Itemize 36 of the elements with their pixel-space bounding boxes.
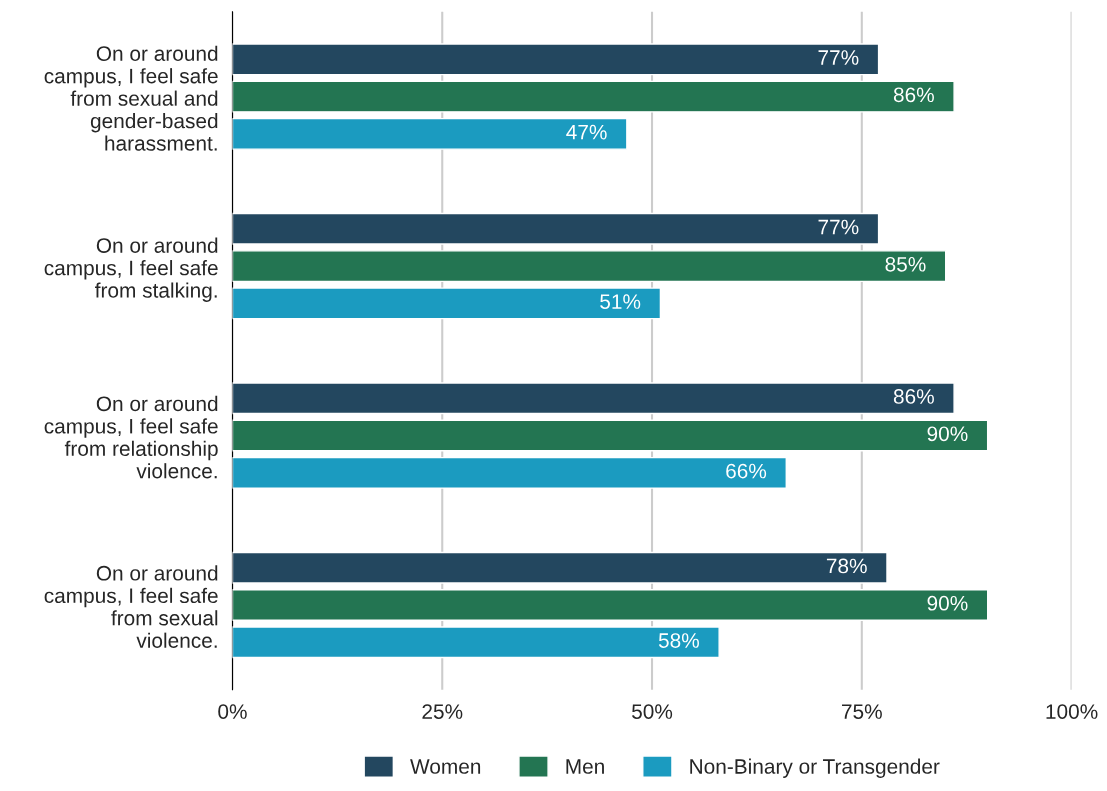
x-tick-label: 100% (1046, 704, 1098, 719)
bar (232, 382, 955, 415)
data-label: 77% (818, 219, 859, 235)
y-tick-label: On or around campus, I feel safe from stalking. (44, 237, 218, 302)
bar (232, 419, 989, 452)
legend-label: Men (566, 759, 604, 774)
x-tick-label: 25% (422, 704, 463, 719)
data-label: 51% (600, 294, 641, 309)
bar (232, 589, 989, 621)
bar (232, 212, 880, 245)
legend-label: Non-Binary or Transgender (690, 758, 940, 778)
bar (232, 117, 628, 150)
legend-label: Women (410, 759, 481, 774)
bar (232, 456, 787, 489)
data-label: 85% (885, 256, 926, 272)
x-tick-label: 75% (842, 704, 882, 719)
data-label: 47% (566, 124, 607, 140)
bar (232, 551, 888, 584)
data-label: 58% (658, 633, 699, 648)
data-label: 90% (927, 595, 968, 611)
bar (232, 80, 955, 113)
data-label: 86% (893, 87, 934, 103)
x-tick-label: 50% (632, 704, 673, 719)
y-tick-label: On or around campus, I feel safe from relationship violence. (44, 395, 218, 479)
bar (232, 43, 880, 76)
data-label: 90% (927, 426, 968, 442)
y-tick-label: On or around campus, I feel safe from sexual and gender-based harassment. (44, 45, 218, 151)
x-tick-label: 0% (218, 704, 247, 719)
bar (232, 626, 720, 659)
bar (232, 287, 662, 320)
data-label: 86% (893, 389, 934, 404)
bar (232, 250, 947, 283)
data-label: 78% (826, 558, 867, 574)
y-tick-label: On or around campus, I feel safe from sexual violence. (44, 565, 218, 648)
data-label: 66% (726, 463, 767, 479)
data-label: 77% (818, 50, 859, 65)
